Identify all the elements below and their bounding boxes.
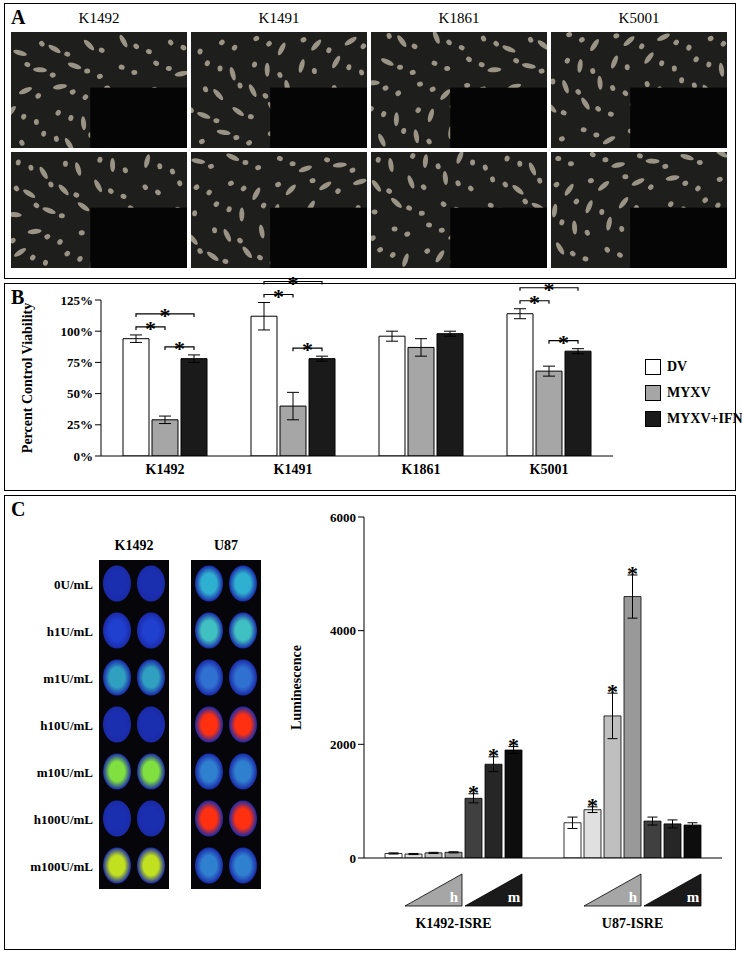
svg-text:K1492: K1492: [115, 538, 154, 553]
html-text:K1861: K1861: [438, 10, 480, 26]
svg-text:K5001: K5001: [530, 462, 569, 477]
html-text:C: C: [11, 498, 26, 520]
html-text:B: B: [11, 286, 25, 308]
svg-text:h100U/mL: h100U/mL: [34, 812, 94, 827]
svg-text:4000: 4000: [330, 623, 356, 638]
svg-text:*: *: [558, 330, 569, 355]
html-text:A: A: [11, 6, 26, 28]
svg-text:25%: 25%: [67, 417, 93, 432]
svg-text:75%: 75%: [67, 355, 93, 370]
svg-text:U87: U87: [214, 538, 238, 553]
svg-text:0%: 0%: [74, 449, 94, 464]
svg-text:*: *: [468, 780, 479, 805]
svg-text:h10U/mL: h10U/mL: [40, 718, 93, 733]
svg-text:*: *: [544, 277, 555, 302]
html-text:DV: DV: [667, 359, 688, 374]
svg-text:*: *: [174, 336, 185, 361]
svg-text:m1U/mL: m1U/mL: [43, 671, 93, 686]
svg-text:Luminescence: Luminescence: [289, 645, 304, 730]
svg-text:*: *: [288, 270, 299, 295]
svg-text:*: *: [302, 337, 313, 362]
svg-text:2000: 2000: [330, 737, 356, 752]
svg-text:*: *: [145, 316, 156, 341]
svg-text:K1861: K1861: [402, 462, 441, 477]
html-text:MYXV+IFN: MYXV+IFN: [667, 411, 742, 426]
svg-text:*: *: [160, 303, 171, 328]
svg-text:m100U/mL: m100U/mL: [30, 859, 93, 874]
svg-text:K1492: K1492: [146, 462, 185, 477]
svg-text:K1491: K1491: [274, 462, 313, 477]
svg-text:100%: 100%: [61, 324, 94, 339]
svg-text:h: h: [629, 889, 638, 905]
svg-text:h: h: [450, 889, 459, 905]
svg-text:6000: 6000: [330, 510, 356, 525]
svg-text:m10U/mL: m10U/mL: [37, 765, 94, 780]
svg-text:U87-ISRE: U87-ISRE: [602, 916, 663, 931]
svg-text:m: m: [687, 889, 700, 905]
svg-text:50%: 50%: [67, 386, 93, 401]
svg-text:Percent Control Viability: Percent Control Viability: [20, 303, 35, 453]
svg-text:*: *: [587, 793, 598, 818]
html-text:K5001: K5001: [618, 10, 660, 26]
html-text:K1491: K1491: [258, 10, 300, 26]
svg-text:0: 0: [350, 851, 357, 866]
svg-text:*: *: [529, 290, 540, 315]
svg-text:*: *: [508, 733, 519, 758]
html-text:K1492: K1492: [78, 10, 120, 26]
svg-text:*: *: [488, 743, 499, 768]
svg-text:*: *: [627, 561, 638, 586]
svg-text:*: *: [273, 283, 284, 308]
svg-text:h1U/mL: h1U/mL: [47, 624, 94, 639]
svg-text:0U/mL: 0U/mL: [54, 577, 93, 592]
svg-text:125%: 125%: [61, 293, 94, 308]
svg-text:K1492-ISRE: K1492-ISRE: [415, 916, 491, 931]
html-text:MYXV: MYXV: [667, 385, 711, 400]
svg-text:*: *: [607, 679, 618, 704]
svg-text:m: m: [508, 889, 521, 905]
